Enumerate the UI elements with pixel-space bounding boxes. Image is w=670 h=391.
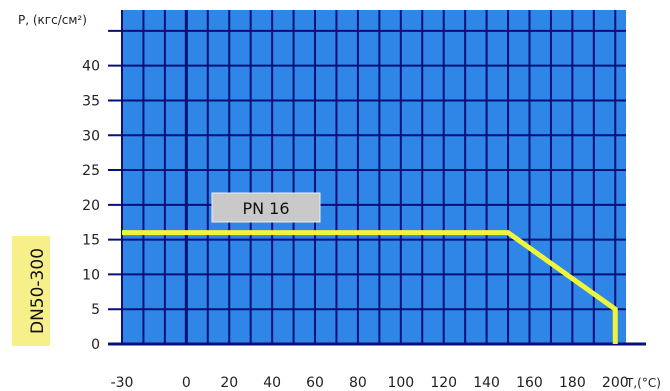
series-label-box xyxy=(211,192,321,223)
x-tick-label: 140 xyxy=(473,375,500,391)
y-tick-label: 25 xyxy=(82,163,100,179)
y-tick-label: 20 xyxy=(82,198,100,214)
horizontal-gridlines xyxy=(108,29,646,346)
x-tick-label: 180 xyxy=(559,375,586,391)
x-tick-label: 120 xyxy=(430,375,457,391)
pn16-series-line xyxy=(122,230,618,344)
y-axis-title: P, (кгс/см²) xyxy=(18,13,87,27)
side-label-band xyxy=(12,236,50,346)
y-tick-label: 40 xyxy=(82,59,100,75)
x-tick-label: 60 xyxy=(306,375,324,391)
y-tick-label: 35 xyxy=(82,93,100,109)
series-label: PN 16 xyxy=(242,199,289,218)
y-tick-label: 10 xyxy=(82,267,100,283)
x-tick-labels: -30 0 20 40 60 80 100 120 140 160 180 200 xyxy=(111,375,629,391)
y-tick-label: 30 xyxy=(82,128,100,144)
x-tick-label: 80 xyxy=(349,375,367,391)
x-tick-label: 20 xyxy=(220,375,238,391)
x-tick-label: 40 xyxy=(263,375,281,391)
x-tick-label: 100 xyxy=(387,375,414,391)
y-tick-label: 15 xyxy=(82,233,100,249)
side-label: DN50-300 xyxy=(28,248,48,334)
y-tick-label: 0 xyxy=(91,337,100,353)
x-tick-label: 0 xyxy=(182,375,191,391)
x-tick-label: -30 xyxy=(111,375,134,391)
y-tick-label: 5 xyxy=(91,302,100,318)
x-tick-label: 160 xyxy=(516,375,543,391)
y-tick-labels: 0 5 10 15 20 25 30 35 40 xyxy=(82,59,100,353)
x-tick-label: 200 xyxy=(602,375,629,391)
x-axis-title: T,(°C) xyxy=(625,376,661,390)
